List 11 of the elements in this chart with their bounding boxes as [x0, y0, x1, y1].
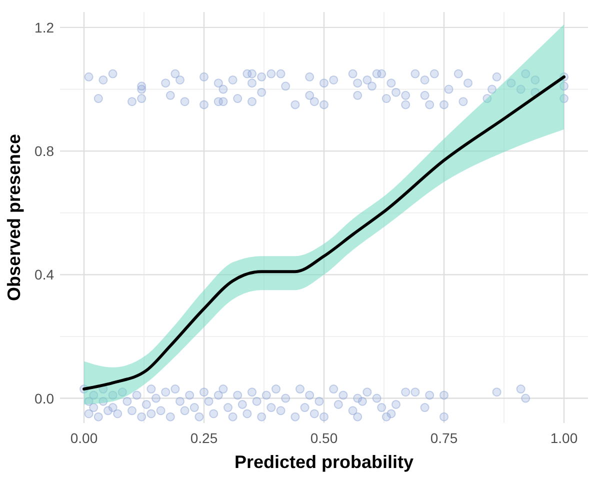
x-axis-title: Predicted probability	[234, 452, 414, 472]
x-tick-label: 1.00	[550, 430, 578, 446]
y-axis-title: Observed presence	[4, 134, 24, 302]
x-tick-label: 0.75	[430, 430, 458, 446]
y-tick-label: 0.0	[34, 390, 54, 406]
x-tick-label: 0.00	[70, 430, 98, 446]
x-tick-label: 0.50	[310, 430, 338, 446]
y-tick-label: 0.8	[34, 143, 54, 160]
y-tick-label: 1.2	[34, 19, 54, 36]
y-tick-label: 0.4	[34, 266, 54, 283]
x-tick-label: 0.25	[190, 430, 218, 446]
